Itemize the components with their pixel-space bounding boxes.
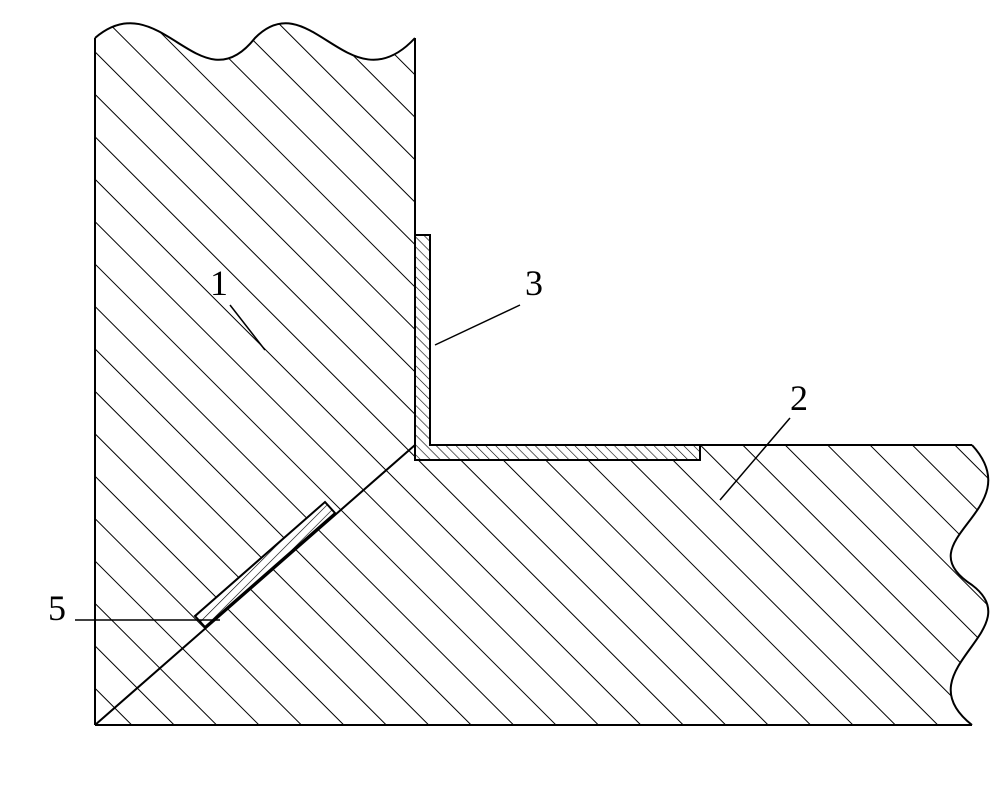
figure-svg: [0, 0, 1000, 787]
leader-3: [435, 305, 520, 345]
callout-label-1: 1: [210, 265, 228, 301]
callout-label-3: 3: [525, 265, 543, 301]
callout-label-5: 5: [48, 590, 66, 626]
callout-label-2: 2: [790, 380, 808, 416]
l-insert-fill: [415, 235, 700, 460]
l-insert-region: [415, 235, 700, 460]
